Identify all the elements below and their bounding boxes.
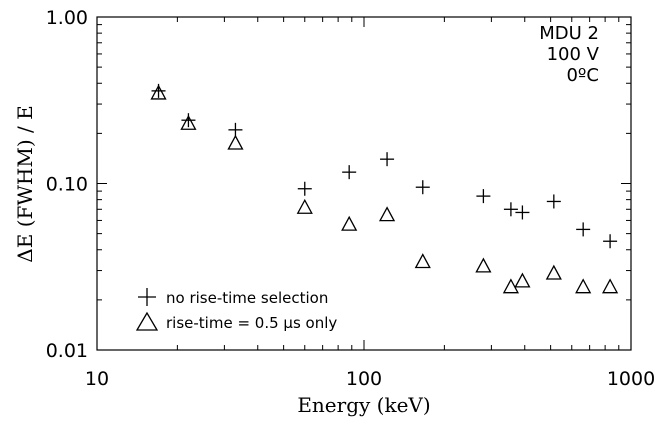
x-tick-label: 10 — [85, 368, 109, 390]
triangle-point — [180, 114, 197, 130]
triangle-point — [602, 278, 619, 294]
triangle-point — [341, 215, 358, 231]
plus-point — [415, 180, 430, 195]
triangle-point — [296, 198, 313, 214]
legend-marker-plus-icon — [138, 288, 156, 306]
y-tick-label: 0.10 — [46, 174, 88, 196]
plus-point — [515, 205, 530, 220]
axis-tick-labels: 10 100 1000 0.01 0.10 1.00 — [46, 7, 655, 390]
legend: no rise-time selection rise-time = 0.5 μ… — [135, 288, 337, 332]
legend-label-series-2: rise-time = 0.5 μs only — [166, 314, 337, 332]
y-tick-label: 1.00 — [46, 7, 88, 29]
axis-ticks — [96, 16, 632, 351]
y-tick-label: 0.01 — [46, 340, 88, 362]
plus-point — [503, 202, 518, 217]
plus-point — [603, 234, 618, 249]
plus-point — [297, 181, 312, 196]
triangle-point — [514, 272, 531, 288]
plus-point — [576, 222, 591, 237]
legend-marker-triangle-icon — [135, 311, 159, 331]
legend-label-series-1: no rise-time selection — [166, 289, 328, 307]
triangle-point — [378, 206, 396, 222]
plus-point — [342, 165, 357, 180]
triangle-point — [150, 84, 167, 100]
y-axis-title: ΔE (FWHM) / E — [13, 105, 37, 262]
plus-point — [546, 194, 561, 209]
annotation-line-1: MDU 2 — [539, 23, 599, 44]
x-axis-title: Energy (keV) — [297, 393, 430, 417]
triangle-point — [575, 278, 592, 294]
triangle-point — [227, 134, 244, 150]
data-points — [150, 83, 619, 294]
x-tick-label: 1000 — [607, 368, 655, 390]
plus-point — [380, 152, 395, 167]
triangle-point — [414, 253, 431, 269]
plus-point — [476, 189, 491, 204]
annotation-line-3: 0ºC — [566, 65, 599, 86]
x-tick-label: 100 — [346, 368, 382, 390]
triangle-point — [502, 278, 519, 294]
triangle-point — [475, 257, 492, 273]
plus-point — [228, 122, 243, 137]
triangle-point — [545, 264, 562, 280]
annotation-line-2: 100 V — [547, 44, 600, 65]
